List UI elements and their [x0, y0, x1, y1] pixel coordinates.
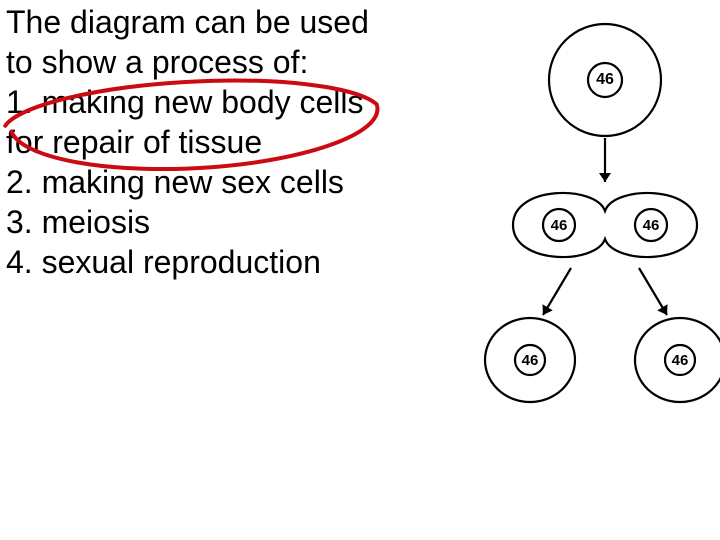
chromosome-count-parent: 46	[588, 63, 622, 97]
option-3: 3. meiosis	[6, 202, 426, 242]
cell-division-diagram: 46 46 46 46 46	[435, 10, 720, 410]
chromosome-count-daughter-1: 46	[515, 345, 545, 375]
option-1-line-2: for repair of tissue	[6, 122, 426, 162]
page-root: The diagram can be usedto show a process…	[0, 0, 720, 540]
question-prompt-line-2: to show a process of:	[6, 42, 426, 82]
option-2: 2. making new sex cells	[6, 162, 426, 202]
question-text-block: The diagram can be usedto show a process…	[6, 2, 426, 282]
chromosome-count-dividing-1: 46	[543, 209, 575, 241]
chromosome-count-dividing-2: 46	[635, 209, 667, 241]
chromosome-count-daughter-2: 46	[665, 345, 695, 375]
option-4: 4. sexual reproduction	[6, 242, 426, 282]
question-prompt-line-1: The diagram can be used	[6, 2, 426, 42]
option-1-line-1: 1. making new body cells	[6, 82, 426, 122]
